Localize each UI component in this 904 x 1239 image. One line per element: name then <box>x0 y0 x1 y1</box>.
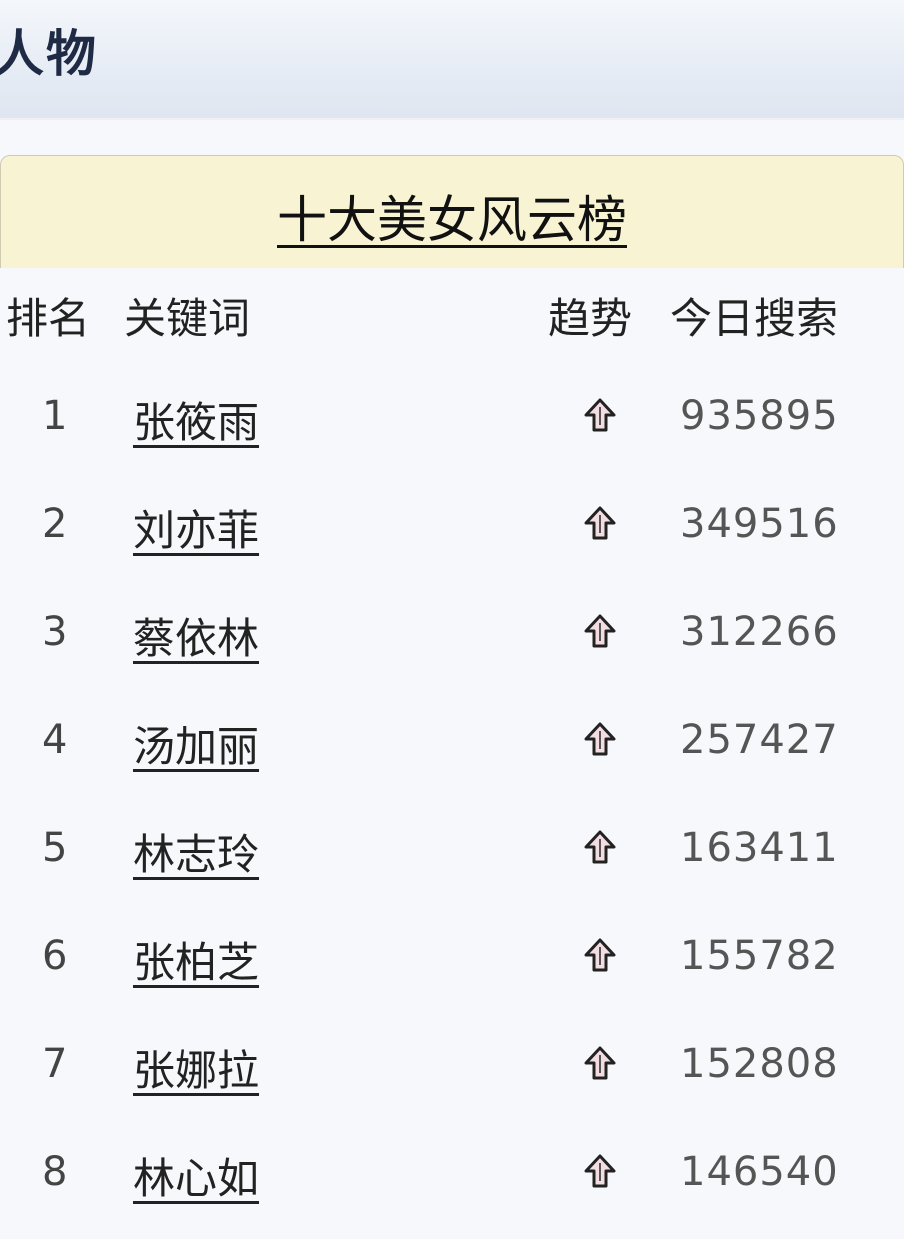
trend-up-arrow-icon <box>583 721 617 757</box>
rank-number: 1 <box>42 393 68 439</box>
keyword-link[interactable]: 张柏芝 <box>133 938 260 987</box>
ranking-row: 7 张娜拉 152808 <box>0 1023 904 1131</box>
trend-up-arrow-icon <box>583 613 617 649</box>
search-count: 349516 <box>680 501 839 547</box>
trend-up-arrow-icon <box>583 937 617 973</box>
ranking-title-box: 十大美女风云榜 <box>0 155 904 268</box>
rank-number: 8 <box>42 1149 68 1195</box>
search-count: 163411 <box>680 825 839 871</box>
ranking-row: 8 林心如 146540 <box>0 1131 904 1239</box>
search-count: 155782 <box>680 933 839 979</box>
rank-number: 5 <box>42 825 68 871</box>
search-count: 152808 <box>680 1041 839 1087</box>
ranking-title[interactable]: 十大美女风云榜 <box>277 191 627 249</box>
keyword-link[interactable]: 张筱雨 <box>133 398 260 447</box>
ranking-row: 6 张柏芝 155782 <box>0 915 904 1023</box>
section-title: 人物 <box>0 25 98 83</box>
rank-number: 2 <box>42 501 68 547</box>
rank-number: 3 <box>42 609 68 655</box>
column-header-keyword: 关键词 <box>124 294 251 343</box>
keyword-link[interactable]: 蔡依林 <box>133 614 260 663</box>
keyword-link[interactable]: 张娜拉 <box>133 1046 260 1095</box>
column-header-trend: 趋势 <box>548 294 633 343</box>
ranking-row: 5 林志玲 163411 <box>0 807 904 915</box>
rank-number: 7 <box>42 1041 68 1087</box>
ranking-row: 4 汤加丽 257427 <box>0 699 904 807</box>
search-count: 146540 <box>680 1149 839 1195</box>
column-header-rank: 排名 <box>6 294 91 343</box>
trend-up-arrow-icon <box>583 397 617 433</box>
trend-up-arrow-icon <box>583 1153 617 1189</box>
ranking-row: 3 蔡依林 312266 <box>0 591 904 699</box>
column-header-search: 今日搜索 <box>670 294 839 343</box>
search-count: 312266 <box>680 609 839 655</box>
trend-up-arrow-icon <box>583 1045 617 1081</box>
rank-number: 4 <box>42 717 68 763</box>
rank-number: 6 <box>42 933 68 979</box>
search-count: 257427 <box>680 717 839 763</box>
trend-up-arrow-icon <box>583 829 617 865</box>
ranking-row: 1 张筱雨 935895 <box>0 375 904 483</box>
trend-up-arrow-icon <box>583 505 617 541</box>
ranking-row: 2 刘亦菲 349516 <box>0 483 904 591</box>
keyword-link[interactable]: 林志玲 <box>133 830 260 879</box>
search-count: 935895 <box>680 393 839 439</box>
keyword-link[interactable]: 汤加丽 <box>133 722 260 771</box>
keyword-link[interactable]: 刘亦菲 <box>133 506 260 555</box>
page-header: 人物 <box>0 0 904 120</box>
keyword-link[interactable]: 林心如 <box>133 1154 260 1203</box>
